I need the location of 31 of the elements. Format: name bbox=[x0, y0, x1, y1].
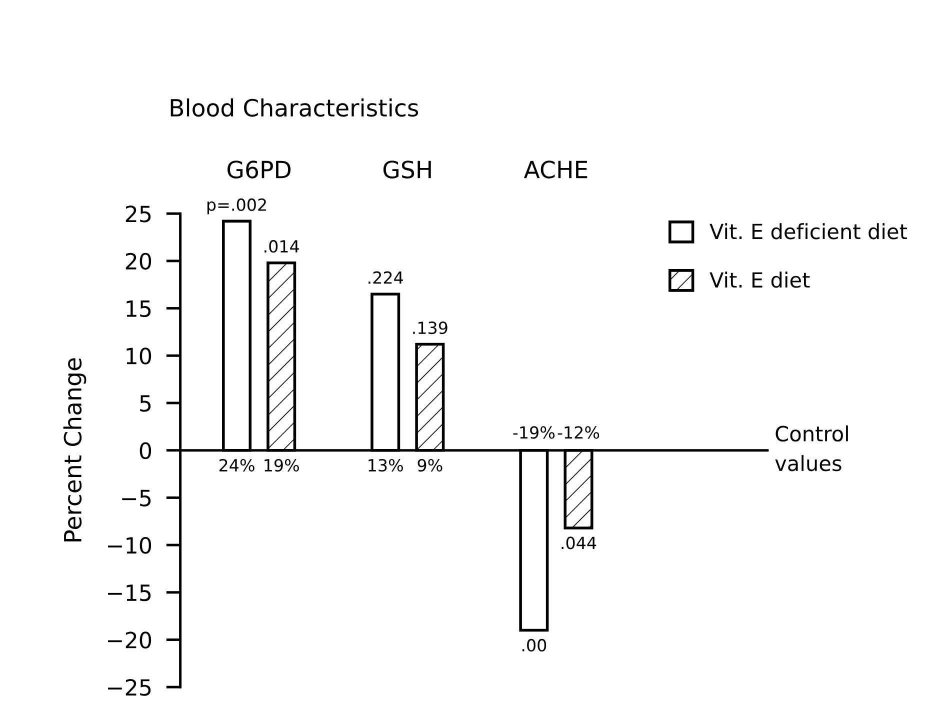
annotation: 24% bbox=[219, 458, 254, 472]
y-tick-label: 10 bbox=[126, 348, 152, 364]
annotation: p=.002 bbox=[207, 198, 266, 214]
annotation: .00 bbox=[522, 638, 546, 652]
y-tick-label: 25 bbox=[126, 206, 151, 222]
y-tick-label: −10 bbox=[108, 536, 152, 554]
annotation: .139 bbox=[413, 322, 448, 334]
x-tick-label: ACHE bbox=[524, 160, 588, 178]
annotation: 19% bbox=[264, 458, 299, 472]
legend-label: Vit. E deficient diet bbox=[710, 223, 907, 240]
annotation: .014 bbox=[264, 240, 299, 253]
legend-label: Vit. E diet bbox=[710, 272, 810, 288]
y-axis-title: Percent Change bbox=[63, 358, 86, 542]
annotation: 9% bbox=[418, 458, 442, 472]
annotation: .044 bbox=[562, 536, 596, 550]
y-tick-label: −15 bbox=[108, 584, 151, 602]
y-tick-label: 20 bbox=[126, 252, 152, 270]
annotation: 13% bbox=[368, 458, 403, 472]
chart-title: Blood Characteristics bbox=[170, 98, 418, 117]
y-tick-label: −20 bbox=[108, 632, 152, 648]
y-tick-label: 15 bbox=[126, 300, 151, 318]
x-tick-label: GSH bbox=[383, 160, 431, 178]
ref-line-label: Control values bbox=[775, 425, 848, 472]
annotation: .224 bbox=[368, 271, 403, 284]
y-tick-label: 0 bbox=[140, 442, 152, 460]
y-tick-label: −25 bbox=[108, 679, 151, 696]
x-tick-label: G6PD bbox=[228, 160, 291, 178]
annotation: -12% bbox=[558, 426, 600, 439]
y-tick-label: 5 bbox=[140, 395, 151, 412]
annotation: -19% bbox=[513, 426, 555, 439]
y-tick-label: −5 bbox=[122, 490, 151, 506]
